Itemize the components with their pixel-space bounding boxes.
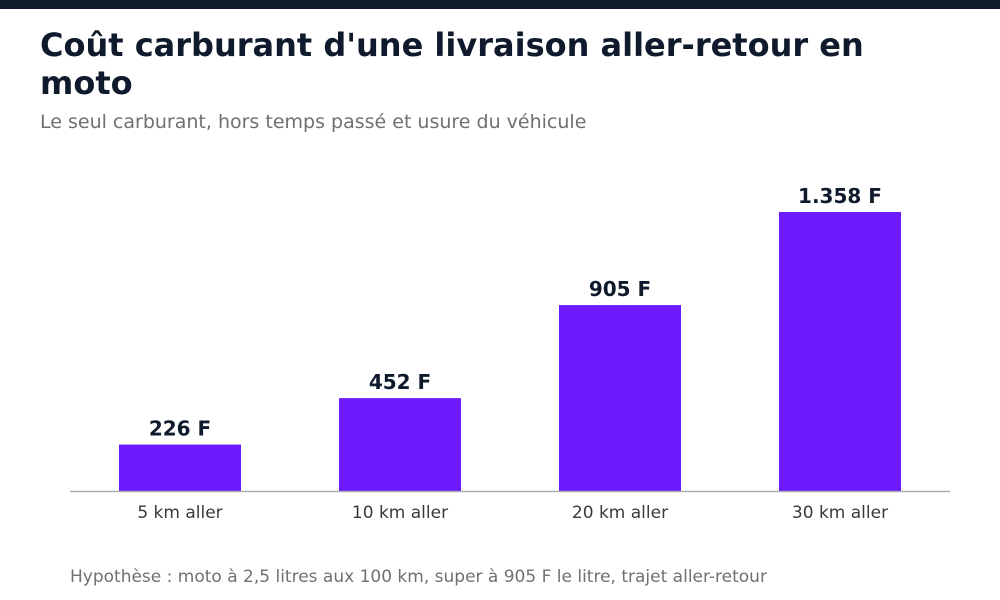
chart-subtitle: Le seul carburant, hors temps passé et u… bbox=[40, 111, 587, 133]
bar-value-label: 905 F bbox=[589, 277, 651, 301]
x-tick-label: 10 km aller bbox=[352, 503, 448, 523]
bar-value-label: 226 F bbox=[149, 417, 211, 441]
chart-title: Coût carburant d'une livraison aller-ret… bbox=[40, 26, 864, 102]
bar bbox=[119, 444, 241, 491]
bar-value-label: 452 F bbox=[369, 370, 431, 394]
top-accent-bar bbox=[0, 0, 1000, 9]
x-tick-label: 20 km aller bbox=[572, 503, 668, 523]
x-tick-label: 5 km aller bbox=[137, 503, 222, 523]
bar bbox=[339, 398, 461, 491]
bar bbox=[559, 305, 681, 491]
chart-footnote: Hypothèse : moto à 2,5 litres aux 100 km… bbox=[70, 567, 767, 587]
x-tick-label: 30 km aller bbox=[792, 503, 888, 523]
bar bbox=[779, 212, 901, 491]
bar-value-label: 1.358 F bbox=[798, 184, 882, 208]
